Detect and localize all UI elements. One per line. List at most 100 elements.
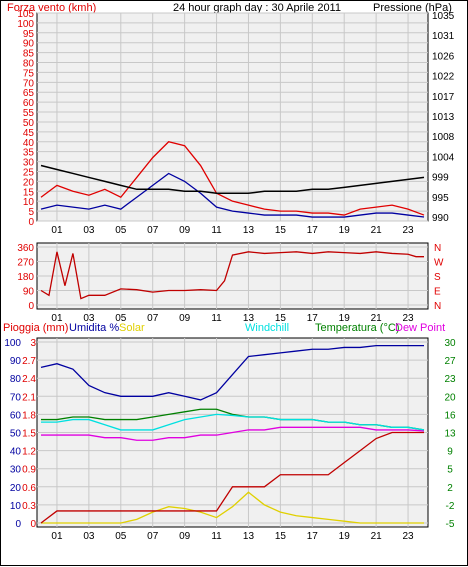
direction-label: N [434,243,441,254]
y-tick-label: 60 [10,410,22,421]
legend-dewpoint: Dew Point [395,322,445,334]
rain-tick-label: 2.1 [22,392,36,403]
series-line [40,164,425,195]
series-line [40,251,424,300]
y-tick-label: 100 [4,338,21,349]
y-tick-label: 10 [10,501,22,512]
x-tick-label: 01 [51,531,63,542]
direction-label: S [434,272,441,283]
series-line [40,431,424,524]
y2-tick-label: 1017 [432,92,455,103]
y-tick-label: 80 [23,59,35,70]
y-tick-label: 50 [10,429,22,440]
y-tick-label: 0 [28,301,34,312]
y-tick-label: 30 [10,465,22,476]
x-tick-label: 17 [307,313,319,324]
y-tick-label: 105 [17,9,34,20]
y2-tick-label: 30 [444,338,456,349]
y-tick-label: 0 [28,217,34,228]
y2-tick-label: -5 [446,519,455,530]
y2-tick-label: 27 [444,356,456,367]
rain-tick-label: 2.4 [22,374,36,385]
x-tick-label: 21 [371,225,383,236]
x-tick-label: 23 [402,225,414,236]
series-line [40,172,425,218]
y2-tick-label: 23 [444,374,456,385]
x-tick-label: 17 [307,531,319,542]
y2-tick-label: 1026 [432,51,455,62]
direction-label: N [434,301,441,312]
y-tick-label: 10 [23,197,35,208]
y-tick-label: 0 [15,519,21,530]
pressure-axis-title: Pressione (hPa) [373,2,452,14]
y2-tick-label: 5 [447,465,453,476]
x-tick-label: 13 [243,531,255,542]
y-tick-label: 15 [23,187,35,198]
x-tick-label: 15 [275,313,287,324]
x-tick-label: 07 [147,531,159,542]
y2-tick-label: -2 [446,501,455,512]
y2-tick-label: 1008 [432,132,455,143]
y2-tick-label: 1031 [432,31,455,42]
y2-tick-label: 990 [432,213,449,224]
wind-panel [36,12,429,222]
x-tick-label: 01 [51,313,63,324]
y-tick-label: 45 [23,128,35,139]
legend-windchill: Windchill [245,322,289,334]
y2-tick-label: 13 [444,429,456,440]
y2-tick-label: 1035 [432,11,455,22]
series-line [40,344,424,401]
x-tick-label: 11 [211,313,222,324]
direction-label: E [434,287,441,298]
y-tick-label: 90 [23,287,35,298]
y-tick-label: 360 [17,243,34,254]
graph-title: 24 hour graph day : 30 Aprile 2011 [173,2,341,14]
y-tick-label: 20 [23,177,35,188]
x-tick-label: 03 [83,313,95,324]
x-tick-label: 19 [339,225,351,236]
y-tick-label: 65 [23,88,35,99]
y-tick-label: 70 [23,78,35,89]
y-tick-label: 90 [10,356,22,367]
y-tick-label: 50 [23,118,35,129]
x-tick-label: 23 [402,313,414,324]
x-tick-label: 21 [371,313,383,324]
series-line [40,141,425,216]
legend-solar: Solar [119,322,145,334]
x-tick-label: 07 [147,313,159,324]
x-tick-label: 01 [51,225,63,236]
rain-tick-label: 0.9 [22,465,36,476]
y-tick-label: 85 [23,49,35,60]
y-tick-label: 80 [10,374,22,385]
y-tick-label: 40 [10,447,22,458]
rain-tick-label: 0.3 [22,501,36,512]
rain-tick-label: 1.5 [22,429,36,440]
x-tick-label: 21 [371,531,383,542]
rain-tick-label: 3 [30,338,36,349]
y-tick-label: 70 [10,392,22,403]
x-tick-label: 15 [275,225,287,236]
series-line [41,426,425,441]
x-tick-label: 03 [83,225,95,236]
wind-speed-axis-title: Forza vento (kmh) [7,2,96,14]
y-tick-label: 55 [23,108,35,119]
rain-tick-label: 1.8 [22,410,36,421]
y-tick-label: 90 [23,39,35,50]
x-tick-label: 13 [243,225,255,236]
y-tick-label: 40 [23,138,35,149]
x-tick-label: 05 [115,225,127,236]
rain-tick-label: 1.2 [22,447,36,458]
x-tick-label: 07 [147,225,159,236]
y-tick-label: 95 [23,29,35,40]
y-tick-label: 180 [17,272,34,283]
legend-humidity: Umidita % [69,322,119,334]
x-tick-label: 09 [179,531,191,542]
x-tick-label: 15 [275,531,287,542]
y2-tick-label: 9 [447,447,453,458]
y-tick-label: 270 [17,258,34,269]
x-tick-label: 05 [115,313,127,324]
x-tick-label: 17 [307,225,319,236]
